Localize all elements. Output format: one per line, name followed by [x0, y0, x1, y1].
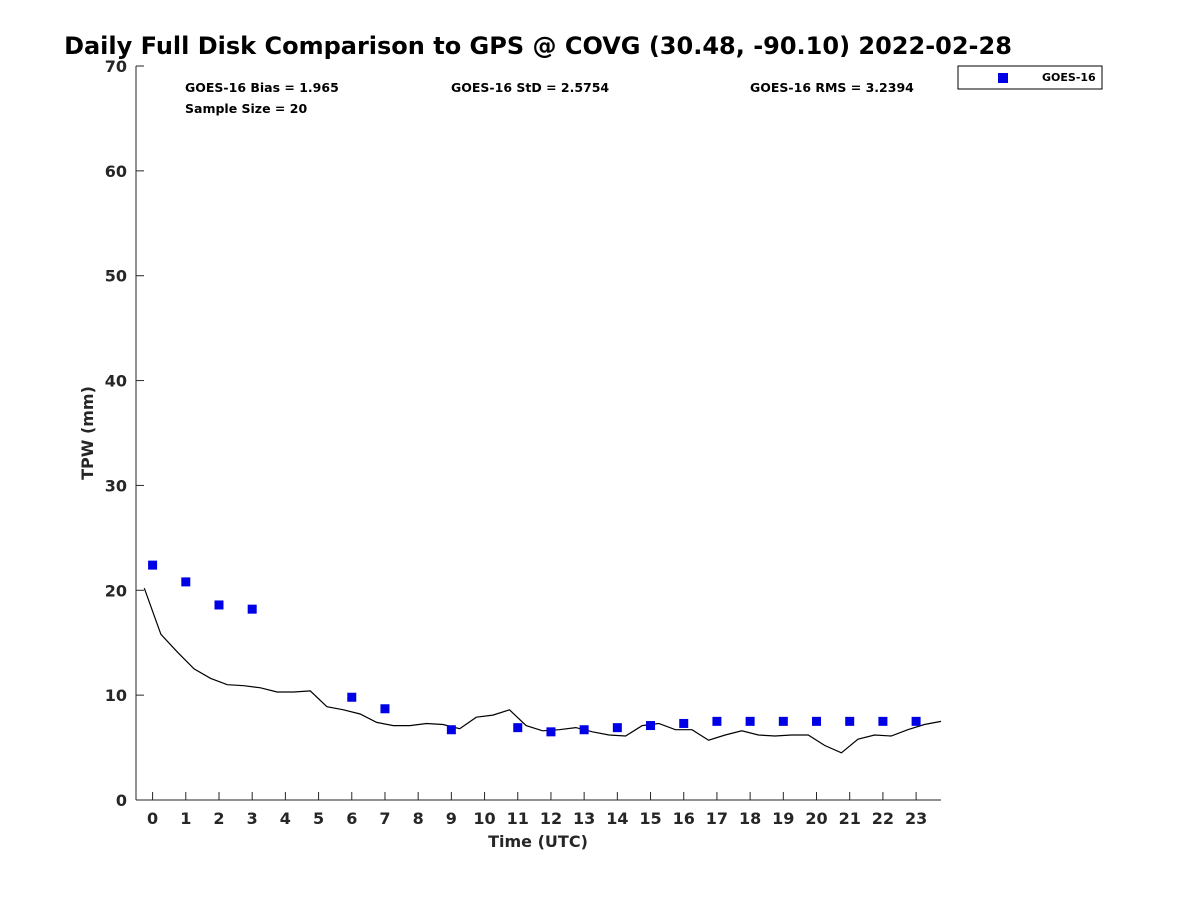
x-tick-label: 14 [606, 809, 628, 828]
x-tick-label: 8 [413, 809, 424, 828]
x-tick-label: 10 [473, 809, 495, 828]
x-tick-label: 5 [313, 809, 324, 828]
x-tick-label: 9 [446, 809, 457, 828]
goes16-data-point [745, 716, 755, 726]
x-tick-label: 23 [905, 809, 927, 828]
goes16-data-point [446, 725, 456, 735]
plot-area [143, 560, 942, 754]
legend-box [957, 65, 1103, 90]
goes16-data-point [812, 716, 822, 726]
bias-stat: GOES-16 Bias = 1.965 [185, 80, 339, 95]
y-axis-label: TPW (mm) [78, 386, 97, 480]
y-tick-label: 70 [105, 57, 127, 76]
y-tick-label: 60 [105, 162, 127, 181]
x-axis-label: Time (UTC) [488, 832, 588, 851]
x-tick-label: 2 [213, 809, 224, 828]
x-tick-label: 7 [379, 809, 390, 828]
x-tick-label: 1 [180, 809, 191, 828]
x-tick-label: 4 [280, 809, 291, 828]
goes16-data-point [181, 577, 191, 587]
x-tick-label: 16 [673, 809, 695, 828]
goes16-data-point [911, 716, 921, 726]
y-tick-label: 40 [105, 372, 127, 391]
legend: GOES-16 [957, 65, 1103, 90]
x-tick-label: 6 [346, 809, 357, 828]
x-tick-label: 18 [739, 809, 761, 828]
goes16-data-point [347, 692, 357, 702]
goes16-data-point [612, 723, 622, 733]
y-tick-label: 50 [105, 267, 127, 286]
x-tick-label: 22 [872, 809, 894, 828]
y-tick-label: 20 [105, 581, 127, 600]
chart-title: Daily Full Disk Comparison to GPS @ COVG… [64, 32, 1012, 60]
y-tick-label: 10 [105, 686, 127, 705]
goes16-data-point [679, 718, 689, 728]
goes16-data-point [845, 716, 855, 726]
goes16-data-point [712, 716, 722, 726]
x-tick-label: 15 [639, 809, 661, 828]
gps-tpw-line [143, 587, 942, 754]
x-tick-label: 13 [573, 809, 595, 828]
x-tick-label: 17 [706, 809, 728, 828]
legend-label: GOES-16 [1042, 71, 1096, 84]
x-tick-label: 12 [540, 809, 562, 828]
x-tick-label: 19 [772, 809, 794, 828]
goes16-data-point [148, 560, 158, 570]
std-stat: GOES-16 StD = 2.5754 [451, 80, 609, 95]
goes16-data-point [380, 704, 390, 714]
y-tick-label: 30 [105, 476, 127, 495]
x-tick-label: 21 [839, 809, 861, 828]
x-tick-label: 11 [507, 809, 529, 828]
goes16-data-point [513, 723, 523, 733]
y-tick-label: 0 [116, 791, 127, 810]
goes16-data-point [214, 600, 224, 610]
goes16-data-point [878, 716, 888, 726]
goes16-data-point [646, 721, 656, 731]
rms-stat: GOES-16 RMS = 3.2394 [750, 80, 914, 95]
sample-size-stat: Sample Size = 20 [185, 101, 307, 116]
x-tick-label: 20 [805, 809, 827, 828]
x-tick-label: 0 [147, 809, 158, 828]
goes16-data-point [778, 716, 788, 726]
goes16-data-point [546, 727, 556, 737]
goes16-data-point [579, 725, 589, 735]
legend-marker [998, 73, 1008, 83]
x-tick-label: 3 [247, 809, 258, 828]
goes16-data-point [247, 604, 257, 614]
